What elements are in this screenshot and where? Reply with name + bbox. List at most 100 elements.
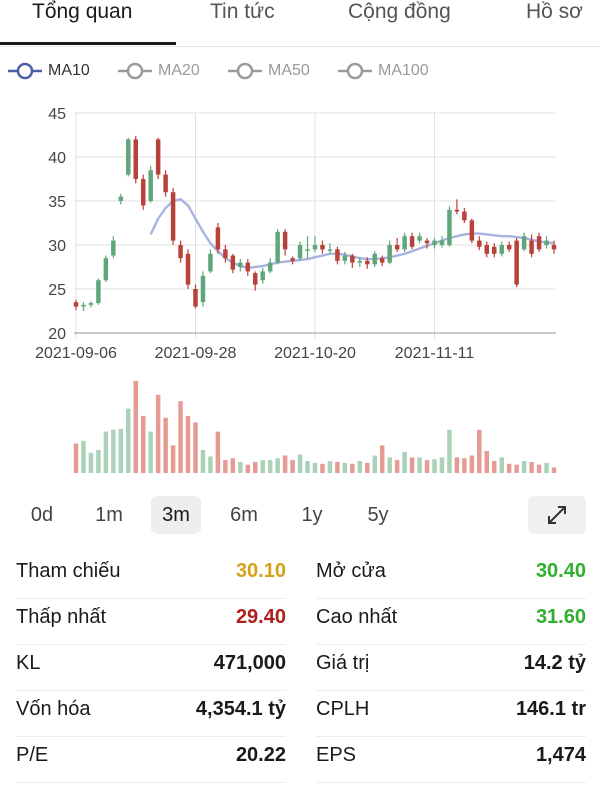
expand-diagonal-icon (548, 506, 566, 524)
volume-bar (253, 461, 258, 473)
candle-body (73, 302, 79, 307)
volume-bar (454, 457, 460, 473)
ma-line-circle-icon (228, 62, 262, 80)
volume-bar (402, 451, 407, 473)
volume-bar (506, 463, 512, 473)
ma50-toggle[interactable]: MA50 (228, 56, 310, 86)
candle-body (417, 236, 422, 241)
candle-body (275, 231, 280, 263)
volume-bar (529, 461, 534, 473)
ma20-toggle[interactable]: MA20 (118, 56, 200, 86)
volume-bar (424, 460, 430, 473)
candle-body (469, 220, 475, 241)
volume-bar (305, 461, 310, 473)
top-tab-bar: Tổng quan Tin tức Cộng đồng Hồ sơ (0, 0, 600, 47)
stat-label: KL (16, 652, 41, 674)
volume-bar (155, 394, 161, 473)
stat-label: Cao nhất (316, 606, 398, 628)
candle-body (379, 258, 385, 263)
volume-bar (484, 450, 490, 473)
stat-value: 29.40 (235, 606, 286, 628)
volume-bar (492, 461, 497, 473)
candle-body (350, 255, 355, 263)
candle-body (551, 245, 557, 250)
tab-community[interactable]: Cộng đồng (348, 0, 451, 23)
stat-label: EPS (316, 744, 357, 766)
stat-label: Mở cửa (316, 560, 386, 582)
candle-body (155, 139, 161, 175)
active-tab-indicator (0, 42, 176, 45)
volume-bar (200, 450, 206, 473)
y-tick-label: 35 (48, 194, 66, 211)
stat-value: 471,000 (213, 652, 286, 674)
volume-bar (357, 461, 363, 473)
volume-bar (126, 408, 131, 473)
tab-news[interactable]: Tin tức (210, 0, 275, 23)
candle-body (327, 249, 333, 251)
candle-body (96, 280, 101, 304)
candle-body (544, 240, 549, 245)
candle-body (521, 236, 527, 250)
candle-body (200, 275, 206, 303)
x-tick-label: 2021-09-06 (35, 345, 117, 362)
range-0d-button[interactable]: 0d (30, 504, 54, 526)
stat-high-price: Cao nhất 31.60 (316, 598, 586, 645)
candle-body (297, 245, 303, 259)
candle-body (402, 236, 407, 250)
candle-body (365, 260, 370, 265)
tab-profile[interactable]: Hồ sơ (526, 0, 583, 23)
candle-body (282, 231, 288, 250)
volume-bar (275, 458, 280, 473)
volume-bar (193, 422, 198, 473)
stat-label: Thấp nhất (16, 606, 107, 628)
volume-bar (521, 461, 527, 473)
range-5y-button[interactable]: 5y (367, 504, 389, 526)
ma20-label: MA20 (158, 62, 200, 79)
stat-value: 30.40 (535, 560, 586, 582)
volume-bar (327, 461, 333, 473)
stat-value: 14.2 tỷ (523, 652, 586, 674)
volume-bar (394, 460, 400, 473)
volume-bar (178, 401, 183, 473)
x-tick-label: 2021-09-28 (155, 345, 237, 362)
volume-bar (148, 431, 153, 473)
volume-bar (140, 415, 146, 473)
chart-axes: 20 25 30 35 40 45 2021-09-06 2021-09-28 2021-10-… (35, 106, 556, 362)
ma100-toggle[interactable]: MA100 (338, 56, 429, 86)
volume-bar (379, 445, 385, 473)
volume-bar (282, 455, 288, 473)
stat-value: 1,474 (535, 744, 586, 766)
range-1m-button[interactable]: 1m (95, 504, 123, 526)
volume-bar (297, 454, 303, 473)
range-6m-button[interactable]: 6m (230, 504, 258, 526)
candle-body (387, 245, 392, 263)
candle-body (178, 245, 183, 259)
volume-bar (342, 462, 348, 473)
stat-pe: P/E 20.22 (16, 736, 286, 783)
range-3m-button[interactable]: 3m (151, 496, 201, 534)
price-chart[interactable]: 20 25 30 35 40 45 2021-09-06 2021-09-28 2021-10-… (0, 95, 600, 480)
volume-bar (96, 450, 101, 473)
candle-body (514, 240, 519, 285)
fullscreen-button[interactable] (528, 496, 586, 534)
volume-bar (267, 460, 273, 473)
volume-bar (118, 428, 124, 473)
volume-bar (170, 445, 176, 473)
y-tick-label: 20 (48, 326, 66, 343)
range-1y-button[interactable]: 1y (301, 504, 323, 526)
volume-bar (208, 456, 213, 473)
volume-bar (536, 464, 542, 473)
volume-bar (163, 417, 168, 473)
volume-bar (260, 460, 265, 473)
tab-overview[interactable]: Tổng quan (32, 0, 133, 23)
candle-body (170, 192, 176, 241)
candle-body (409, 236, 415, 247)
volume-bar (223, 460, 228, 473)
ma10-toggle[interactable]: MA10 (8, 56, 90, 86)
stat-value: 4,354.1 tỷ (195, 698, 286, 720)
candle-body (126, 139, 131, 175)
volume-bar (462, 458, 467, 473)
candle-body (439, 240, 445, 245)
stat-value: 20.22 (235, 744, 286, 766)
candle-body (506, 245, 512, 250)
